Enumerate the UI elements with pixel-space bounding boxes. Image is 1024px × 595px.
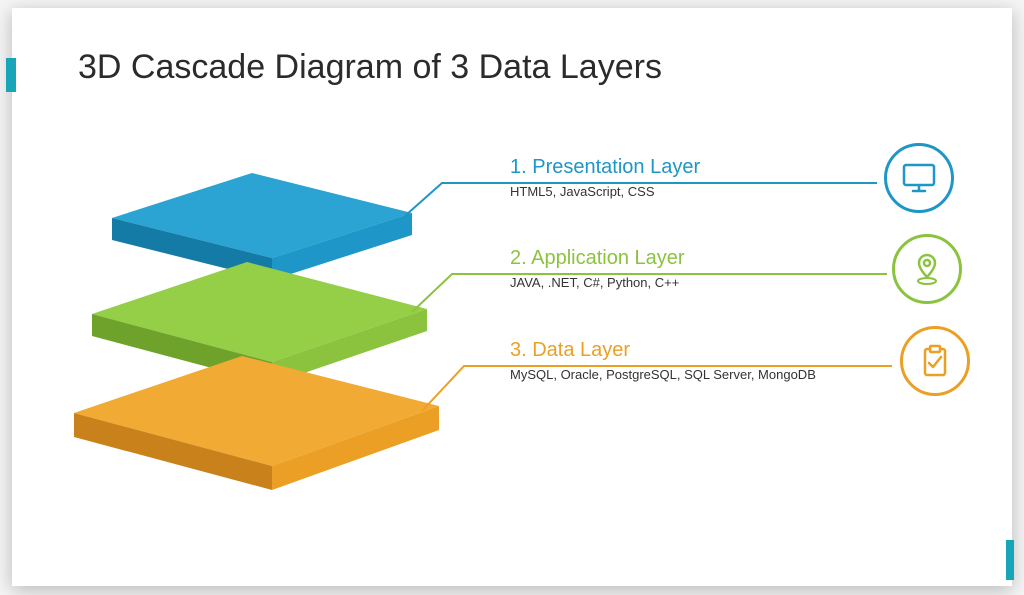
layer-label-1: 1. Presentation Layer HTML5, JavaScript,…	[510, 156, 850, 201]
slide: 3D Cascade Diagram of 3 Data Layers 1. P…	[12, 8, 1012, 586]
icon-circle-1	[884, 143, 954, 213]
clipboard-icon	[915, 341, 955, 381]
monitor-icon	[899, 158, 939, 198]
layer-title-1: 1. Presentation Layer	[510, 156, 850, 179]
icon-circle-2	[892, 234, 962, 304]
layer-title-2: 2. Application Layer	[510, 247, 850, 270]
layer-title-3: 3. Data Layer	[510, 339, 850, 362]
layer-label-3: 3. Data Layer MySQL, Oracle, PostgreSQL,…	[510, 339, 850, 384]
layer-tile-3	[74, 348, 454, 503]
accent-bar-left	[6, 58, 16, 92]
accent-bar-right	[1006, 540, 1014, 580]
layer-label-2: 2. Application Layer JAVA, .NET, C#, Pyt…	[510, 247, 850, 292]
layer-desc-1: HTML5, JavaScript, CSS	[510, 183, 850, 201]
layer-desc-3: MySQL, Oracle, PostgreSQL, SQL Server, M…	[510, 366, 850, 384]
icon-circle-3	[900, 326, 970, 396]
pin-icon	[907, 249, 947, 289]
layer-desc-2: JAVA, .NET, C#, Python, C++	[510, 274, 850, 292]
page-title: 3D Cascade Diagram of 3 Data Layers	[78, 48, 662, 87]
